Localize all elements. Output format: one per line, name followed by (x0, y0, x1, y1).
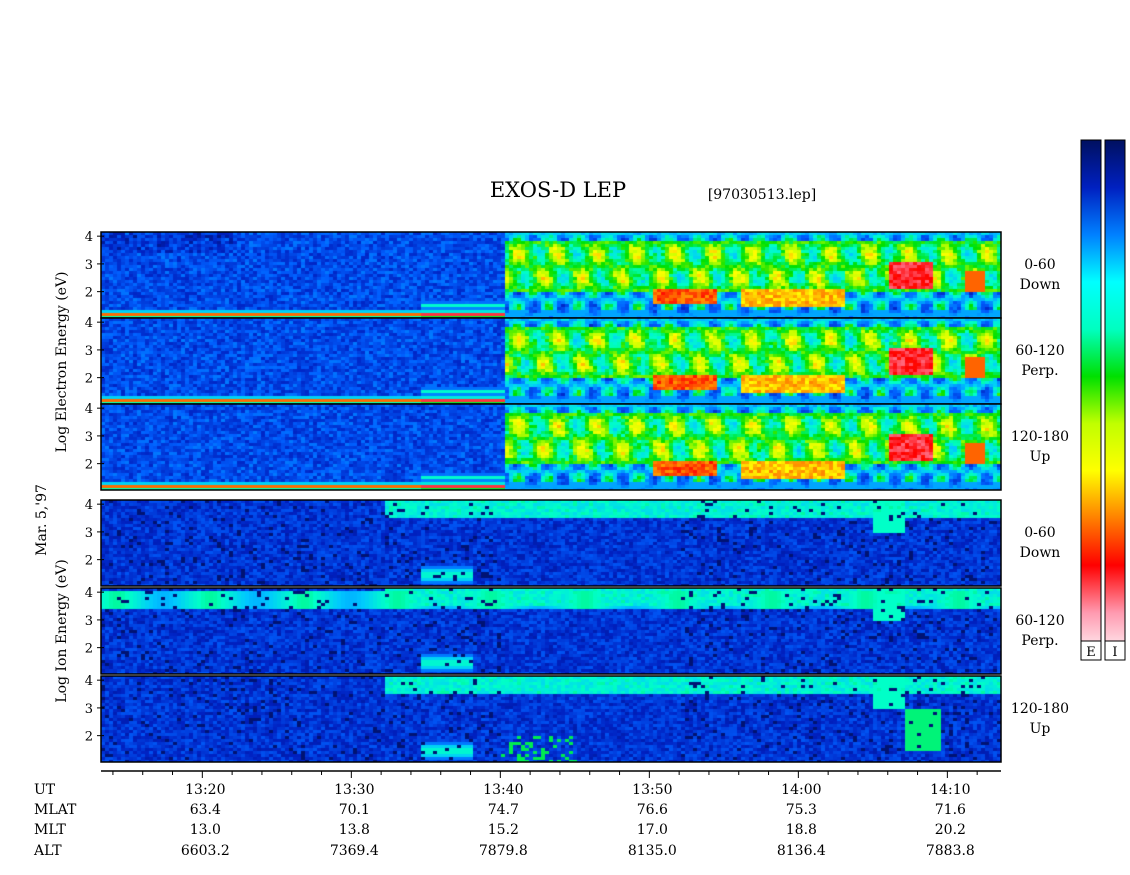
row-label-ut: UT (34, 782, 56, 798)
energy-axis: 2 3 4 2 3 4 2 3 4 2 3 4 2 3 4 2 3 4 (85, 230, 104, 745)
orbit-ut-value: 13:30 (334, 782, 374, 798)
pitch-range-label: 60-120 (1015, 613, 1064, 629)
orbit-mlt-value: 15.2 (488, 822, 519, 838)
orbit-mlt-value: 18.8 (786, 822, 817, 838)
orbit-alt-value: 8135.0 (628, 843, 677, 859)
energy-tick-label: 2 (85, 730, 93, 745)
colorbar-ion-label-box (1104, 640, 1126, 661)
energy-tick-label: 3 (85, 702, 93, 717)
orbit-mlat-value: 74.7 (488, 802, 519, 818)
energy-tick-label: 4 (85, 230, 93, 245)
energy-tick-label: 3 (85, 258, 93, 273)
energy-tick-label: 4 (85, 402, 93, 417)
energy-tick-label: 2 (85, 458, 93, 473)
row-label-mlt: MLT (34, 822, 66, 838)
orbit-ut-value: 13:40 (483, 782, 523, 798)
orbit-mlt-value: 17.0 (637, 822, 668, 838)
row-label-alt: ALT (33, 843, 62, 859)
spectrogram-panel-3 (101, 404, 1001, 490)
pitch-range-label: 120-180 (1011, 429, 1069, 445)
energy-tick-label: 3 (85, 344, 93, 359)
spectrogram-panel-6 (101, 676, 1001, 762)
time-axis-ticks (112, 771, 978, 778)
energy-tick-label: 3 (85, 526, 93, 541)
energy-tick-label: 4 (85, 586, 93, 601)
orbit-alt-value: 7369.4 (330, 843, 379, 859)
energy-tick-label: 3 (85, 430, 93, 445)
group-label-ion: Log Ion Energy (eV) (54, 559, 70, 702)
colorbar-electron (1080, 139, 1102, 661)
panel-frame-4 (100, 499, 1002, 587)
pitch-angle-labels: 0-60 Down 60-120 Perp. 120-180 Up 0-60 Down 60-1… (1011, 257, 1069, 737)
panel-frame-6 (100, 675, 1002, 763)
colorbars: E I (1080, 139, 1126, 661)
pitch-direction-label: Up (1030, 721, 1051, 737)
chart-title: EXOS-D LEP (490, 178, 626, 202)
orbit-ut-value: 14:00 (781, 782, 821, 798)
energy-tick-label: 2 (85, 286, 93, 301)
colorbar-ion (1104, 139, 1126, 661)
orbit-alt-value: 7879.8 (479, 843, 528, 859)
energy-tick-label: 3 (85, 614, 93, 629)
row-label-mlat: MLAT (34, 802, 77, 818)
spectrogram-panel-2 (101, 318, 1001, 404)
orbit-mlt-value: 13.8 (339, 822, 370, 838)
orbit-mlt-value: 20.2 (935, 822, 966, 838)
orbit-mlat-value: 63.4 (190, 802, 221, 818)
spectrogram-panel-1 (101, 232, 1001, 318)
energy-tick-label: 4 (85, 316, 93, 331)
pitch-direction-label: Down (1020, 277, 1061, 293)
time-axis (101, 770, 1001, 778)
spectrogram-panel-5 (101, 588, 1001, 674)
energy-tick-label: 2 (85, 372, 93, 387)
pitch-range-label: 120-180 (1011, 701, 1069, 717)
pitch-direction-label: Perp. (1021, 633, 1058, 649)
pitch-range-label: 0-60 (1024, 257, 1055, 273)
orbit-mlat-value: 70.1 (339, 802, 370, 818)
group-label-electron: Log Electron Energy (eV) (54, 271, 70, 452)
orbit-ut-value: 13:50 (632, 782, 672, 798)
energy-tick-label: 2 (85, 642, 93, 657)
colorbar-ion-label: I (1112, 645, 1117, 660)
colorbar-electron-label-box (1080, 640, 1102, 661)
orbit-ut-value: 13:20 (185, 782, 225, 798)
spectrogram-panels (100, 231, 1002, 763)
colorbar-electron-label: E (1086, 645, 1096, 660)
orbit-mlat-value: 71.6 (935, 802, 966, 818)
pitch-direction-label: Down (1020, 545, 1061, 561)
panel-frame-3 (100, 403, 1002, 491)
file-label: [97030513.lep] (708, 187, 816, 203)
orbit-alt-value: 7883.8 (926, 843, 975, 859)
panel-frame-5 (100, 587, 1002, 675)
orbit-ut-value: 14:10 (930, 782, 970, 798)
date-label: Mar. 5,'97 (34, 484, 50, 556)
orbit-alt-value: 6603.2 (181, 843, 230, 859)
pitch-range-label: 0-60 (1024, 525, 1055, 541)
orbit-mlt-value: 13.0 (190, 822, 221, 838)
pitch-direction-label: Up (1030, 449, 1051, 465)
spectrogram-panel-4 (101, 500, 1001, 586)
energy-tick-label: 4 (85, 498, 93, 513)
orbit-mlat-value: 75.3 (786, 802, 817, 818)
orbit-table: UT MLAT MLT ALT 13:20 63.4 13.0 6603.2 13:30… (33, 782, 975, 859)
pitch-direction-label: Perp. (1021, 363, 1058, 379)
energy-tick-label: 2 (85, 554, 93, 569)
orbit-alt-value: 8136.4 (777, 843, 826, 859)
orbit-mlat-value: 76.6 (637, 802, 668, 818)
energy-tick-label: 4 (85, 674, 93, 689)
pitch-range-label: 60-120 (1015, 343, 1064, 359)
